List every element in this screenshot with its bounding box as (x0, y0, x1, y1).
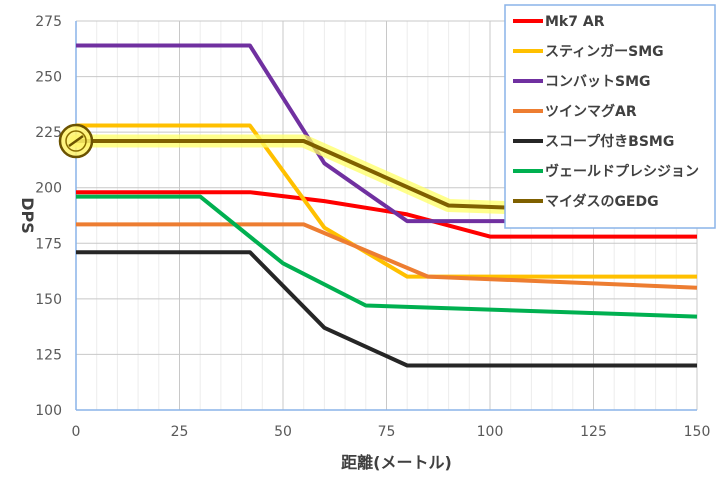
legend-label: ヴェールドプレシジョン (545, 163, 699, 180)
x-axis-title: 距離(メートル) (341, 453, 452, 472)
series-line (76, 43, 697, 224)
series-line (76, 250, 697, 368)
x-tick-label: 0 (72, 424, 81, 440)
legend-label: Mk7 AR (545, 14, 605, 30)
y-tick-label: 175 (35, 236, 62, 252)
y-tick-label: 250 (35, 70, 62, 86)
legend-label: コンバットSMG (545, 74, 651, 90)
series-line (76, 222, 698, 290)
y-tick-label: 225 (35, 125, 62, 141)
x-tick-label: 125 (580, 424, 607, 440)
series-line (76, 194, 698, 319)
gold-coin-icon (58, 123, 94, 159)
legend-label: ツインマグAR (545, 103, 637, 120)
y-tick-label: 100 (35, 403, 62, 419)
legend-label: スコープ付きBSMG (545, 133, 674, 150)
y-tick-label: 150 (35, 292, 62, 308)
series-line (76, 190, 697, 239)
y-tick-label: 200 (35, 181, 62, 197)
legend-label: スティンガーSMG (545, 44, 664, 60)
series-line (76, 123, 697, 279)
x-tick-label: 50 (274, 424, 292, 440)
legend: Mk7 AR スティンガーSMG コンバットSMG ツインマグAR スコープ付きBSMG… (504, 4, 716, 229)
y-axis-title: DPS (18, 197, 37, 234)
axes: 0 25 50 75 100 125 150 100 125 150 175 200 225 250 275 (35, 14, 710, 440)
x-tick-label: 25 (171, 424, 189, 440)
y-tick-label: 125 (35, 347, 62, 363)
legend-box (504, 4, 716, 229)
x-tick-label: 100 (477, 424, 504, 440)
legend-label: マイダスのGEDG (545, 193, 659, 210)
x-tick-label: 150 (684, 424, 711, 440)
y-tick-label: 275 (35, 14, 62, 30)
x-tick-label: 75 (378, 424, 396, 440)
